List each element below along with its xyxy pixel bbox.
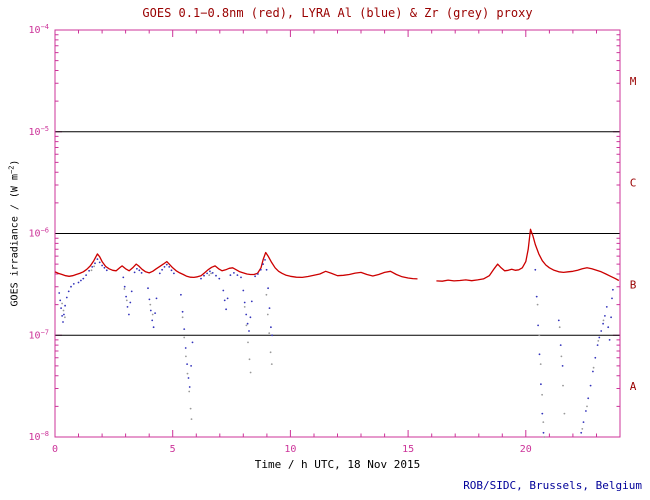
chart-title: GOES 0.1−0.8nm (red), LYRA Al (blue) & Z… bbox=[142, 6, 533, 20]
y-tick-label: 10−4 bbox=[29, 23, 49, 36]
x-tick-label: 0 bbox=[52, 444, 58, 455]
flare-class-label: B bbox=[630, 278, 637, 291]
y-tick-label: 10−5 bbox=[29, 125, 49, 138]
flare-class-label: A bbox=[630, 380, 637, 393]
x-axis-label: Time / h UTC, 18 Nov 2015 bbox=[254, 458, 421, 471]
y-tick-label: 10−8 bbox=[29, 430, 49, 443]
x-tick-label: 15 bbox=[402, 444, 414, 455]
plot-frame bbox=[54, 29, 621, 438]
series-goes-xray bbox=[54, 228, 620, 282]
x-tick-label: 20 bbox=[520, 444, 532, 455]
x-tick-label: 10 bbox=[284, 444, 296, 455]
series-lyra-zr bbox=[61, 265, 605, 438]
flare-class-label: M bbox=[630, 75, 637, 88]
y-tick-label: 10−7 bbox=[29, 328, 49, 341]
flare-class-label: C bbox=[630, 177, 637, 190]
y-tick-label: 10−6 bbox=[29, 227, 49, 240]
credit-text: ROB/SIDC, Brussels, Belgium bbox=[463, 479, 642, 492]
series-lyra-al bbox=[58, 258, 614, 434]
x-tick-label: 5 bbox=[170, 444, 176, 455]
